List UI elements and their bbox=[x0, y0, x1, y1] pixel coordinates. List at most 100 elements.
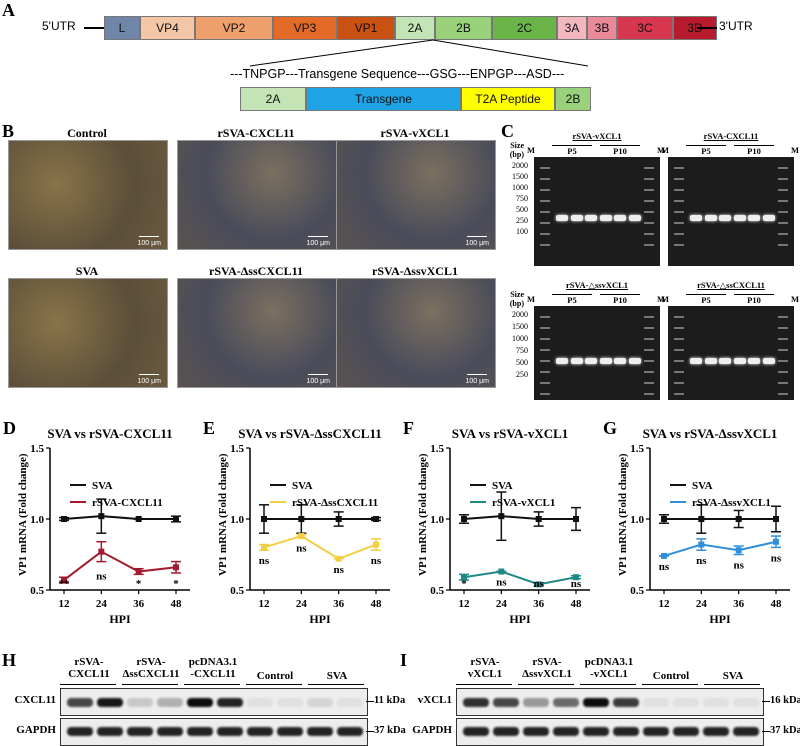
blot-band bbox=[673, 727, 699, 736]
panel-label-a: A bbox=[2, 0, 15, 20]
ladder-band bbox=[674, 222, 684, 224]
gene-3d: 3D bbox=[673, 16, 717, 40]
ladder-band bbox=[674, 338, 684, 340]
y-tick-label: 0.5 bbox=[630, 585, 644, 597]
lane-underline bbox=[518, 684, 574, 685]
micrograph-title: rSVA-vXCL1 bbox=[380, 126, 450, 140]
data-point bbox=[61, 577, 67, 584]
data-point bbox=[98, 513, 105, 520]
y-tick-label: 1.5 bbox=[30, 443, 44, 455]
sample-band bbox=[719, 215, 731, 221]
blot-band bbox=[493, 698, 519, 707]
micrograph-image: 100 μm bbox=[177, 278, 337, 388]
genome-line-left bbox=[84, 27, 104, 29]
significance-label: * bbox=[173, 578, 179, 590]
utr5-label: 5'UTR bbox=[42, 19, 76, 33]
sample-band bbox=[570, 358, 583, 364]
y-tick-label: 1.0 bbox=[430, 514, 444, 526]
sample-band bbox=[585, 215, 597, 221]
ladder-band bbox=[540, 200, 550, 202]
legend-label: SVA bbox=[292, 480, 313, 492]
blot-strip bbox=[456, 688, 764, 716]
size-label: 1500 bbox=[512, 322, 528, 331]
ladder-band bbox=[778, 211, 788, 213]
lane-underline bbox=[60, 684, 116, 685]
blot-band bbox=[127, 698, 153, 707]
y-tick-label: 1.5 bbox=[430, 443, 444, 455]
gel-image bbox=[534, 157, 660, 266]
chart-title: SVA vs rSVA-ΔssCXCL11 bbox=[238, 426, 382, 441]
kda-label: 11 kDa bbox=[374, 695, 406, 706]
micrograph-image: 100 μm bbox=[336, 278, 496, 388]
ladder-band bbox=[540, 338, 550, 340]
ladder-band bbox=[778, 382, 788, 384]
y-tick-label: 1.5 bbox=[630, 443, 644, 455]
sample-band bbox=[762, 215, 775, 221]
sample-band bbox=[614, 358, 626, 364]
lane-underline bbox=[122, 684, 178, 685]
series-line bbox=[63, 515, 176, 520]
micrograph-image: 100 μm bbox=[8, 140, 168, 250]
kda-tick bbox=[762, 731, 770, 732]
data-point bbox=[173, 516, 179, 522]
ladder-band bbox=[644, 360, 654, 362]
legend-label: rSVA-vXCL1 bbox=[492, 497, 555, 509]
x-tick-label: 12 bbox=[259, 598, 271, 610]
panel-label-f: F bbox=[403, 418, 414, 438]
gel-title: rSVA-△ssvXCL1 bbox=[565, 280, 629, 290]
panel-label-c: C bbox=[501, 121, 514, 141]
size-label: 1000 bbox=[512, 183, 528, 192]
data-point bbox=[261, 516, 267, 522]
blot-band bbox=[277, 727, 303, 736]
blot-band bbox=[97, 727, 123, 736]
micrograph-title: rSVA-CXCL11 bbox=[217, 126, 295, 140]
data-point bbox=[498, 568, 505, 575]
data-point bbox=[298, 533, 305, 540]
sample-band bbox=[599, 358, 612, 364]
gene-vp2: VP2 bbox=[195, 16, 273, 40]
data-point bbox=[61, 516, 67, 522]
blot-band bbox=[493, 727, 519, 736]
ladder-band bbox=[540, 167, 550, 169]
y-tick-label: 1.0 bbox=[30, 514, 44, 526]
ladder-band bbox=[778, 316, 788, 318]
ladder-band bbox=[674, 327, 684, 329]
data-point bbox=[461, 574, 467, 581]
size-label: 100 bbox=[516, 227, 528, 236]
x-tick-label: 12 bbox=[659, 598, 671, 610]
blot-band bbox=[97, 698, 123, 707]
sample-band bbox=[556, 215, 568, 221]
series-line bbox=[463, 570, 577, 586]
blot-band bbox=[247, 727, 273, 736]
x-tick-label: 12 bbox=[459, 598, 471, 610]
significance-label: ns bbox=[96, 571, 107, 583]
lane-label: rSVA- vXCL1 bbox=[467, 656, 503, 680]
insert-block-transgene: Transgene bbox=[306, 87, 461, 111]
x-tick-label: 48 bbox=[571, 598, 583, 610]
blot-band bbox=[187, 698, 213, 707]
lane-label: rSVA- ΔssCXCL11 bbox=[122, 656, 180, 680]
chart-title: SVA vs rSVA-CXCL11 bbox=[47, 426, 173, 441]
data-point bbox=[735, 547, 742, 554]
x-axis-label: HPI bbox=[109, 612, 131, 626]
lane-underline bbox=[642, 684, 698, 685]
ladder-band bbox=[674, 178, 684, 180]
micrograph-image: 100 μm bbox=[336, 140, 496, 250]
lane-label: SVA bbox=[326, 670, 348, 682]
blot-strip bbox=[60, 718, 368, 746]
data-point bbox=[261, 544, 267, 551]
data-point bbox=[335, 516, 342, 522]
ladder-band bbox=[644, 316, 654, 318]
significance-label: ns bbox=[533, 578, 544, 590]
data-point bbox=[535, 581, 542, 588]
data-point bbox=[573, 574, 579, 581]
scale-bar-label: 100 μm bbox=[306, 240, 331, 247]
lane-label: Control bbox=[652, 670, 690, 682]
x-tick-label: 24 bbox=[296, 598, 308, 610]
x-tick-label: 36 bbox=[733, 598, 745, 610]
data-point bbox=[698, 516, 705, 522]
lane-label: pcDNA3.1 -CXCL11 bbox=[188, 656, 238, 680]
ladder-band bbox=[644, 371, 654, 373]
blot-band bbox=[187, 727, 213, 736]
